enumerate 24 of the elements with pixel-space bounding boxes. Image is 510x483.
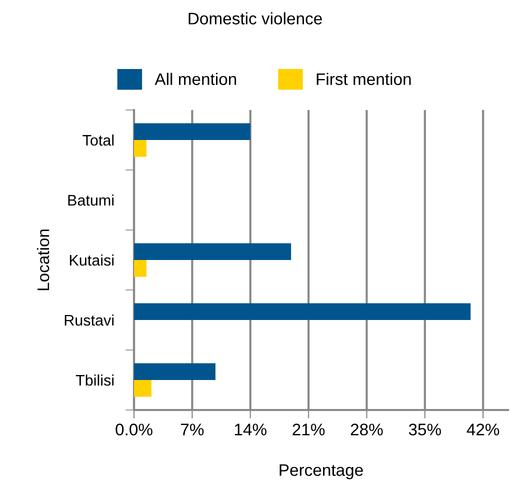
bar: [134, 260, 146, 277]
y-axis-title: Location: [36, 230, 50, 290]
x-tick-label: 0.0%: [116, 424, 152, 436]
bar: [134, 303, 471, 320]
bar: [134, 380, 152, 397]
bar: [134, 243, 292, 260]
x-tick-label: 35%: [408, 424, 441, 436]
x-axis-title: Percentage: [280, 464, 363, 480]
y-tick-label: Tbilisi: [76, 374, 114, 386]
y-tick-label: Rustavi: [64, 314, 114, 326]
x-tick-label: 21%: [292, 424, 325, 436]
bar: [134, 363, 216, 380]
chart-title: Domestic violence: [188, 12, 322, 24]
y-tick-label: Kutaisi: [70, 254, 114, 266]
y-tick-label: Total: [82, 134, 114, 146]
x-tick-label: 14%: [234, 424, 266, 436]
x-tick-label: 28%: [350, 424, 383, 436]
bar: [134, 123, 250, 140]
legend-label: First mention: [316, 72, 411, 86]
x-tick-label: 7%: [180, 424, 204, 436]
y-tick-label: Batumi: [68, 194, 114, 206]
x-tick-label: 42%: [466, 424, 500, 436]
bar: [134, 140, 146, 157]
legend-label: All mention: [154, 72, 236, 86]
